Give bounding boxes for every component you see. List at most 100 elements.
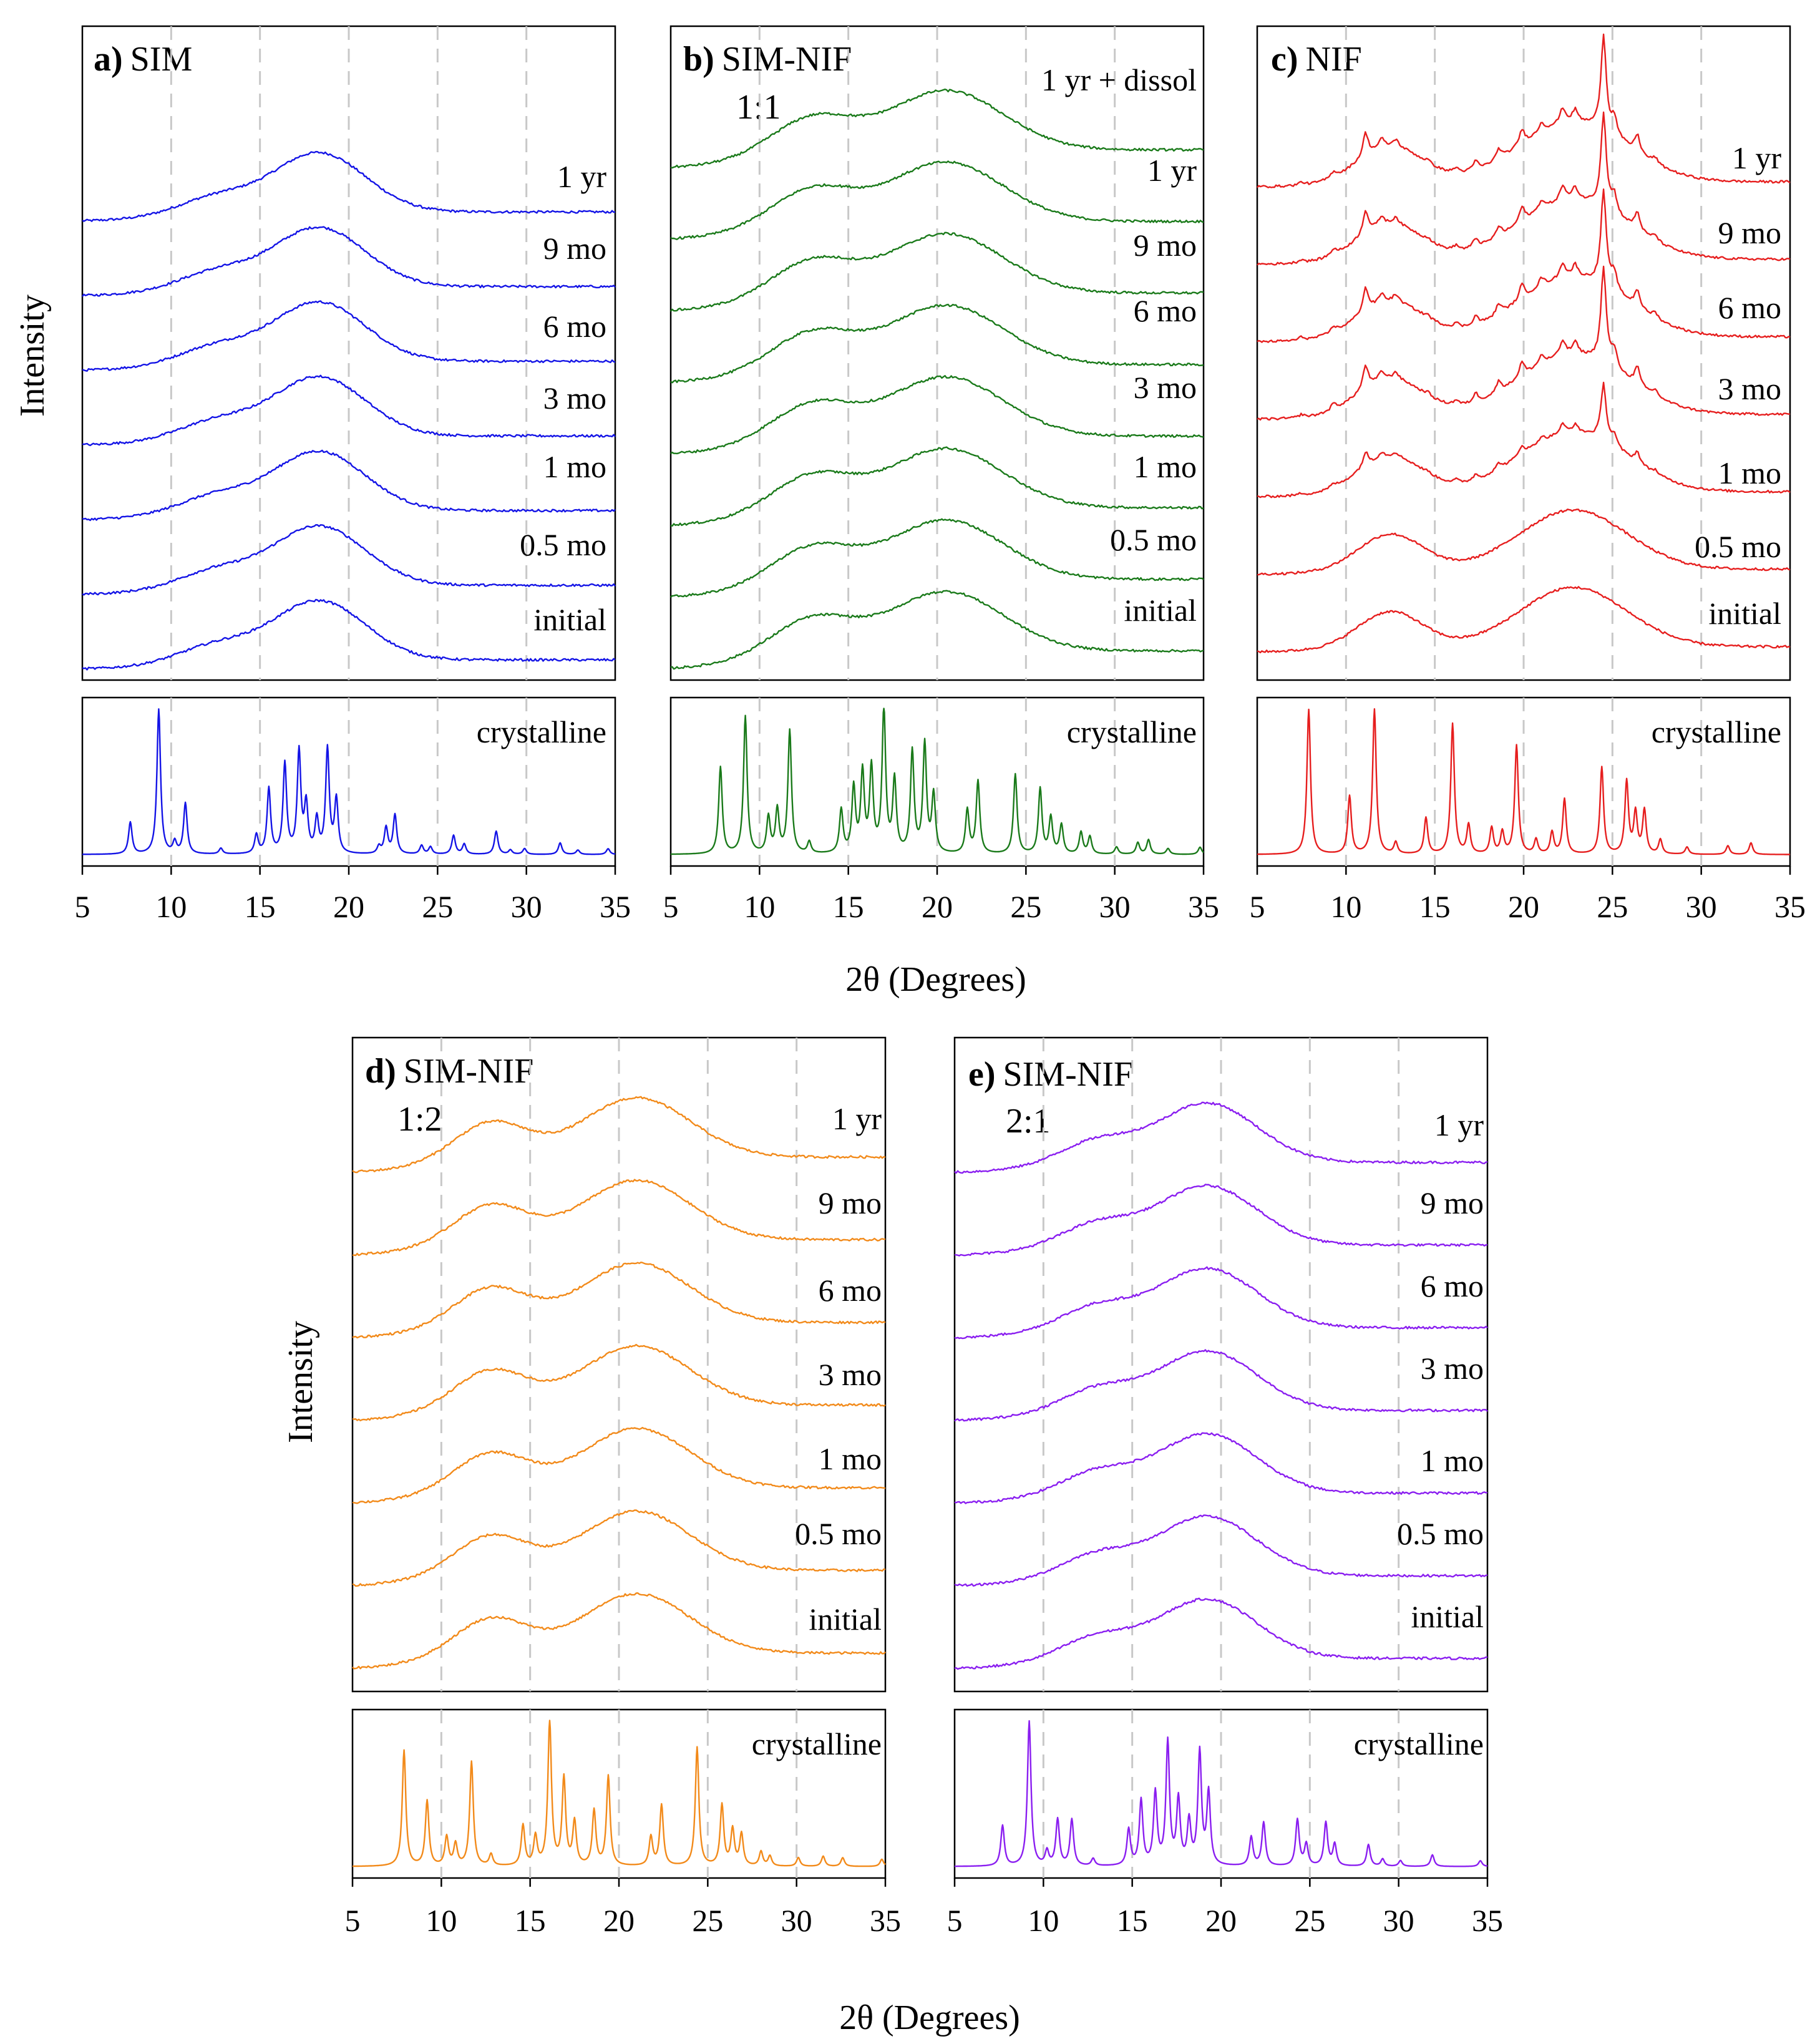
trace-label: 1 mo — [819, 1441, 882, 1476]
trace-label: initial — [1708, 596, 1781, 631]
y-axis-title-top: Intensity — [13, 294, 52, 417]
x-tick-label: 15 — [1117, 1903, 1148, 1938]
panel-e-title-text: SIM-NIF — [1003, 1055, 1133, 1094]
panel-a-title-text: SIM — [130, 40, 193, 79]
x-tick-label: 5 — [345, 1903, 361, 1938]
trace-9-mo — [1257, 111, 1791, 266]
trace-9-mo — [82, 226, 616, 297]
trace-1-yr — [352, 1096, 886, 1174]
x-tick-label: 20 — [333, 889, 364, 924]
panel-d-title: d) SIM-NIF — [365, 1052, 533, 1091]
trace-9-mo — [954, 1184, 1488, 1257]
panel-d-letter: d) — [365, 1052, 396, 1091]
crystalline-trace — [352, 1720, 886, 1867]
trace-label: 1 yr — [1147, 153, 1197, 188]
trace-label: 9 mo — [543, 231, 606, 266]
trace-label: 1 mo — [1421, 1443, 1484, 1478]
x-tick-label: 25 — [692, 1903, 723, 1938]
x-tick-label: 20 — [1205, 1903, 1237, 1938]
panel-d-subtitle: 1:2 — [397, 1100, 442, 1139]
trace-label: 1 yr + dissol — [1041, 62, 1197, 97]
trace-3-mo — [670, 375, 1204, 455]
trace-1-yr — [1257, 33, 1791, 188]
x-tick-label: 30 — [511, 889, 542, 924]
x-tick-label: 10 — [744, 889, 775, 924]
trace-label: 6 mo — [1421, 1268, 1484, 1303]
trace-label: 9 mo — [1134, 228, 1197, 263]
trace-0-5-mo — [670, 518, 1204, 598]
trace-1-yr — [82, 150, 616, 222]
trace-0-5-mo — [954, 1514, 1488, 1587]
panel-c-letter: c) — [1271, 40, 1298, 79]
x-tick-label: 10 — [426, 1903, 457, 1938]
x-tick-label: 25 — [1597, 889, 1628, 924]
crystalline-trace — [670, 708, 1204, 855]
trace-label: 0.5 mo — [1110, 522, 1197, 557]
x-tick-label: 5 — [947, 1903, 963, 1938]
panel-b-sim-nif-1-1: b) SIM-NIF 1:1 1 yr + dissol 1 yr 9 mo 6 mo 3… — [663, 25, 1219, 924]
trace-3-mo — [954, 1349, 1488, 1422]
trace-label: initial — [1124, 593, 1197, 628]
trace-initial — [82, 598, 616, 671]
trace-1-mo — [82, 449, 616, 522]
panel-b-x-ticks: 5 10 15 20 25 30 35 — [663, 866, 1219, 924]
trace-9-mo — [670, 231, 1204, 312]
trace-label: 6 mo — [543, 309, 606, 344]
x-tick-label: 5 — [75, 889, 90, 924]
trace-label: 3 mo — [1134, 370, 1197, 405]
panel-d-x-ticks: 5 10 15 20 25 30 35 — [345, 1878, 901, 1938]
trace-label: 6 mo — [1134, 293, 1197, 328]
crystalline-trace — [82, 708, 616, 855]
trace-9-mo — [352, 1179, 886, 1257]
x-tick-label: 15 — [245, 889, 276, 924]
trace-label: 1 mo — [543, 449, 606, 484]
trace-1-yr — [954, 1101, 1488, 1174]
x-tick-label: 35 — [600, 889, 631, 924]
x-tick-label: 25 — [1294, 1903, 1325, 1938]
trace-0-5-mo — [352, 1509, 886, 1587]
panel-c-x-ticks: 5 10 15 20 25 30 35 — [1250, 866, 1806, 924]
trace-label: 1 mo — [1718, 455, 1781, 490]
panel-a-letter: a) — [94, 40, 123, 79]
panel-e-trace-labels: 1 yr 9 mo 6 mo 3 mo 1 mo 0.5 mo initial crystal… — [1354, 1107, 1484, 1761]
trace-label: 9 mo — [1421, 1185, 1484, 1220]
trace-label: 6 mo — [819, 1273, 882, 1308]
y-axis-title-bottom: Intensity — [281, 1321, 320, 1443]
trace-label: 3 mo — [1421, 1351, 1484, 1386]
crystalline-label: crystalline — [1067, 714, 1197, 749]
trace-6-mo — [1257, 188, 1791, 343]
trace-6-mo — [82, 300, 616, 372]
panel-a-title: a) SIM — [94, 40, 192, 79]
x-tick-label: 10 — [1330, 889, 1361, 924]
trace-label: 9 mo — [819, 1185, 882, 1220]
trace-3-mo — [1257, 265, 1791, 421]
panel-c-nif: c) NIF 1 yr 9 mo 6 mo 3 mo 1 mo 0.5 mo initial c… — [1250, 25, 1806, 924]
trace-6-mo — [352, 1262, 886, 1339]
trace-1-mo — [352, 1426, 886, 1504]
x-tick-label: 15 — [833, 889, 864, 924]
x-tick-label: 5 — [663, 889, 679, 924]
x-tick-label: 20 — [922, 889, 953, 924]
crystalline-trace — [1257, 708, 1791, 855]
trace-label: 6 mo — [1718, 290, 1781, 325]
trace-initial — [954, 1597, 1488, 1670]
trace-3-mo — [352, 1343, 886, 1421]
panel-d-traces — [352, 1038, 886, 1878]
panel-d-sim-nif-1-2: d) SIM-NIF 1:2 1 yr 9 mo 6 mo 3 mo 1 mo 0.5 mo… — [345, 1036, 901, 1938]
panel-e-x-ticks: 5 10 15 20 25 30 35 — [947, 1878, 1503, 1938]
panel-e-title: e) SIM-NIF — [968, 1055, 1133, 1094]
x-tick-label: 15 — [1419, 889, 1451, 924]
trace-label: 9 mo — [1718, 215, 1781, 250]
panel-d-trace-labels: 1 yr 9 mo 6 mo 3 mo 1 mo 0.5 mo initial crystal… — [752, 1101, 882, 1761]
panel-d-title-text: SIM-NIF — [404, 1052, 533, 1091]
x-tick-label: 30 — [1686, 889, 1717, 924]
x-tick-label: 10 — [155, 889, 187, 924]
trace-1-mo — [954, 1432, 1488, 1504]
panel-b-title: b) SIM-NIF — [683, 40, 852, 79]
trace-0-5-mo — [1257, 509, 1791, 576]
panel-c-trace-labels: 1 yr 9 mo 6 mo 3 mo 1 mo 0.5 mo initial crystal… — [1652, 140, 1782, 749]
trace-6-mo — [670, 303, 1204, 384]
trace-label: initial — [533, 602, 606, 637]
trace-1-mo — [1257, 381, 1791, 499]
trace-label: 0.5 mo — [795, 1516, 882, 1551]
